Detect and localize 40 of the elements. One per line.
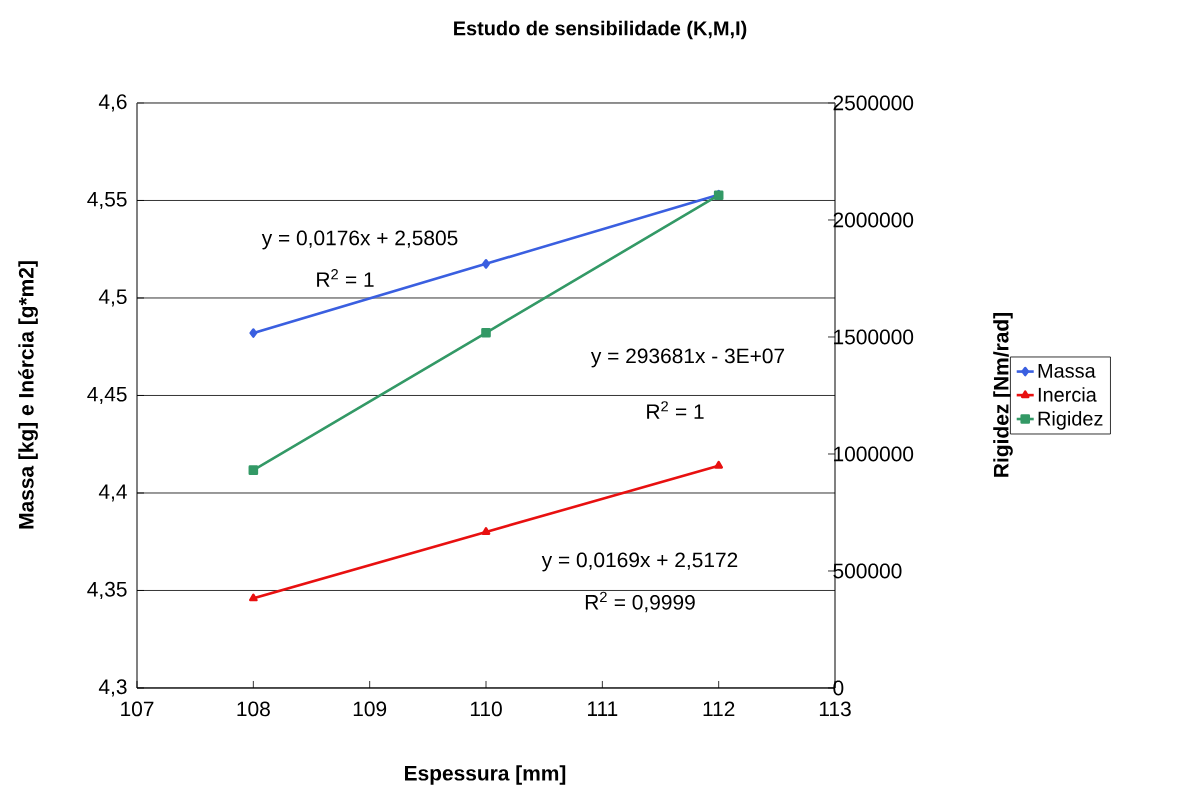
point — [248, 465, 259, 475]
annotation: y = 0,0169x + 2,5172 — [541, 552, 738, 572]
point — [249, 593, 258, 602]
x-tick-label: 110 — [470, 701, 502, 717]
x-tick-label: 111 — [588, 701, 618, 716]
x-tick-label: 112 — [703, 701, 735, 717]
y-axis-title: Massa [kg] e Inércia [g*m2] — [18, 261, 38, 529]
y-tick-label: 4,5 — [98, 289, 127, 307]
legend-label: Massa — [1038, 363, 1096, 378]
y-tick-label: 4,6 — [98, 94, 127, 112]
point — [714, 460, 724, 469]
annotation: y = 293681x - 3E+07 — [590, 348, 785, 368]
y2-tick-label: 2000000 — [833, 212, 914, 228]
y-tick-label: 4,35 — [87, 581, 127, 600]
y2-tick-label: 1500000 — [834, 329, 914, 345]
y-tick-label: 4,4 — [98, 484, 127, 502]
y-tick-label: 4,3 — [98, 679, 127, 697]
x-axis-title: Espessura [mm] — [405, 765, 566, 785]
point — [482, 259, 490, 269]
legend-label: Inercia — [1038, 387, 1097, 402]
x-tick-label: 113 — [819, 701, 851, 717]
y2-tick-label: 2500000 — [833, 95, 914, 111]
legend-label: Rigidez — [1038, 411, 1103, 430]
y2-axis-title: Rigidez [Nm/rad] — [993, 313, 1013, 477]
y-tick-label: 4,45 — [87, 386, 127, 405]
y2-tick-label: 1000000 — [834, 446, 914, 462]
chart-title: Estudo de sensibilidade (K,M,I) — [454, 20, 747, 40]
y2-tick-label: 0 — [833, 680, 844, 696]
y-tick-label: 4,55 — [87, 191, 127, 210]
point — [481, 527, 491, 536]
annotation: y = 0,0176x + 2,5805 — [261, 230, 458, 250]
x-tick-label: 109 — [353, 701, 387, 717]
annotation: R$^{2}$ = 1 — [647, 401, 704, 419]
point — [481, 327, 491, 338]
annotation: R$^{2}$ = 0,9999 — [585, 591, 695, 613]
point — [249, 328, 258, 338]
y2-tick-label: 500000 — [833, 563, 902, 579]
x-tick-label: 108 — [237, 701, 270, 717]
annotation: R$^{2}$ = 1 — [317, 269, 374, 287]
x-tick-label: 107 — [121, 701, 154, 717]
